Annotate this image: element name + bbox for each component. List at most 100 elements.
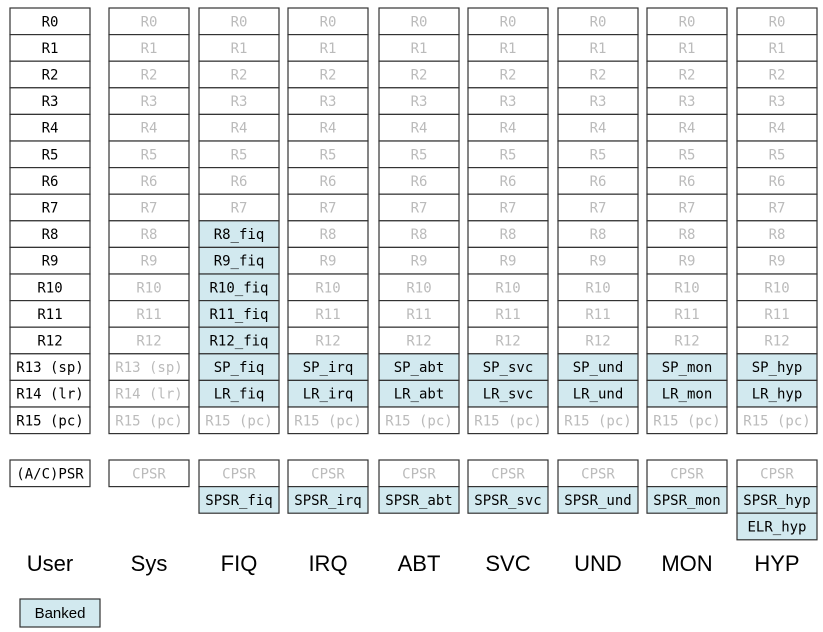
register-label: R8 — [769, 227, 786, 243]
register-label: CPSR — [222, 466, 256, 482]
banked-cell — [198, 246, 280, 275]
register-label: R11_fiq — [209, 307, 268, 323]
register-label: R12 — [406, 334, 431, 350]
register-label: R4 — [231, 121, 248, 137]
register-label: R5 — [320, 147, 337, 163]
register-cell — [467, 33, 549, 62]
register-label: LR_svc — [483, 387, 534, 403]
banked-cell — [198, 273, 280, 302]
register-cell — [557, 406, 639, 435]
register-cell — [646, 60, 728, 89]
register-label: R15 (pc) — [474, 413, 541, 429]
register-cell — [557, 300, 639, 328]
register-label: R9 — [769, 254, 786, 270]
register-cell — [467, 246, 549, 275]
register-label: R6 — [320, 174, 337, 190]
register-label: R15 (pc) — [653, 413, 720, 429]
register-cell — [198, 406, 280, 435]
register-cell — [557, 220, 639, 249]
register-label: R13 (sp) — [115, 360, 182, 376]
register-label: R10 — [585, 280, 610, 296]
register-label: R7 — [320, 201, 337, 217]
register-label: LR_abt — [394, 387, 445, 403]
register-cell — [467, 7, 549, 36]
register-label: R6 — [42, 174, 59, 190]
register-cell — [736, 459, 818, 488]
register-cell — [467, 167, 549, 195]
register-cell — [9, 60, 91, 89]
register-label: R1 — [320, 41, 337, 57]
register-label: R8 — [320, 227, 337, 243]
register-cell — [736, 113, 818, 142]
mode-label: IRQ — [308, 551, 347, 576]
register-label: R2 — [769, 68, 786, 84]
register-cell — [287, 7, 369, 36]
register-label: R2 — [590, 68, 607, 84]
register-cell — [108, 379, 190, 408]
legend-swatch — [19, 598, 101, 628]
register-label: R5 — [590, 147, 607, 163]
register-cell — [108, 193, 190, 222]
register-cell — [557, 459, 639, 488]
register-label: R8 — [590, 227, 607, 243]
register-cell — [108, 33, 190, 62]
register-label: R5 — [231, 147, 248, 163]
banked-cell — [198, 379, 280, 408]
register-cell — [9, 459, 91, 488]
register-cell — [557, 193, 639, 222]
register-cell — [287, 326, 369, 355]
banked-cell — [557, 353, 639, 381]
register-label: R9_fiq — [214, 254, 265, 270]
register-label: R5 — [500, 147, 517, 163]
register-cell — [557, 326, 639, 355]
banked-cell — [198, 486, 280, 514]
banked-cell — [287, 486, 369, 514]
register-label: R15 (pc) — [743, 413, 810, 429]
register-cell — [378, 60, 460, 89]
register-label: R11 — [315, 307, 340, 323]
register-label: R7 — [141, 201, 158, 217]
register-label: R12 — [764, 334, 789, 350]
register-cell — [108, 406, 190, 435]
register-label: R10 — [764, 280, 789, 296]
register-cell — [287, 300, 369, 328]
register-cell — [646, 87, 728, 116]
register-cell — [198, 167, 280, 195]
register-cell — [736, 7, 818, 36]
register-label: R11 — [37, 307, 62, 323]
register-label: R1 — [411, 41, 428, 57]
register-label: LR_mon — [662, 387, 713, 403]
register-label: LR_fiq — [214, 387, 265, 403]
register-label: R8 — [679, 227, 696, 243]
register-label: R11 — [585, 307, 610, 323]
mode-label: MON — [661, 551, 712, 576]
register-label: R10 — [136, 280, 161, 296]
mode-label: ABT — [398, 551, 441, 576]
register-label: R15 (pc) — [564, 413, 631, 429]
register-label: SP_irq — [303, 360, 354, 376]
register-cell — [9, 167, 91, 195]
register-cell — [646, 273, 728, 302]
register-cell — [467, 140, 549, 169]
register-label: R11 — [495, 307, 520, 323]
register-cell — [736, 140, 818, 169]
register-cell — [557, 113, 639, 142]
register-label: R4 — [411, 121, 428, 137]
register-label: R10_fiq — [209, 280, 268, 296]
register-cell — [378, 193, 460, 222]
register-label: SP_und — [573, 360, 624, 376]
register-label: R9 — [320, 254, 337, 270]
register-cell — [378, 33, 460, 62]
register-label: R8 — [411, 227, 428, 243]
register-label: R6 — [679, 174, 696, 190]
register-label: R1 — [590, 41, 607, 57]
register-label: R0 — [141, 14, 158, 30]
register-cell — [378, 167, 460, 195]
register-label: R1 — [231, 41, 248, 57]
register-label: R3 — [590, 94, 607, 110]
register-cell — [646, 167, 728, 195]
register-label: R11 — [764, 307, 789, 323]
register-label: SP_mon — [662, 360, 713, 376]
register-cell — [557, 167, 639, 195]
